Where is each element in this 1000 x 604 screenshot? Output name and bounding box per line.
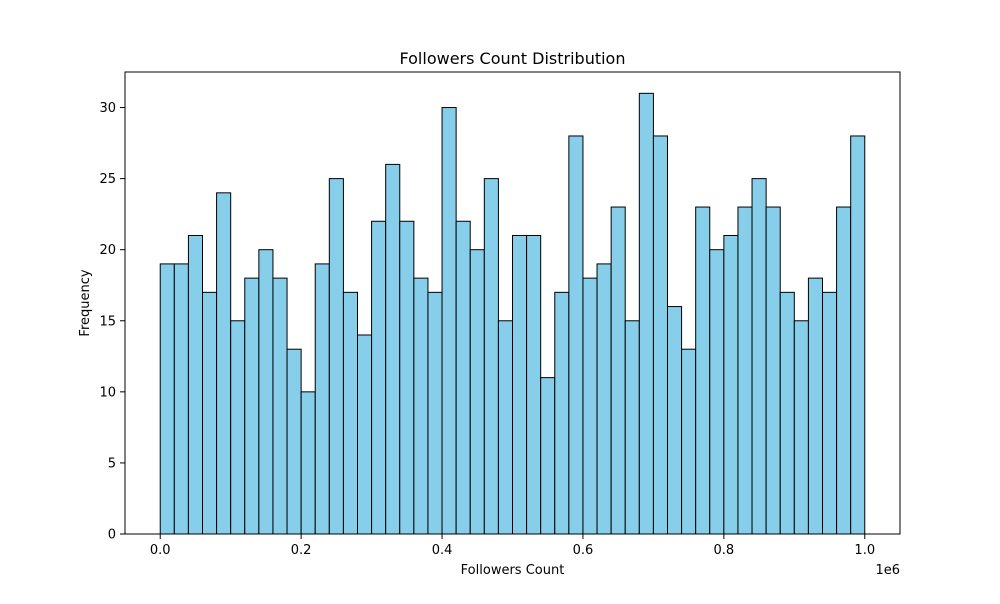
histogram-bar: [822, 291, 838, 535]
x-tick-label: 0.8: [714, 543, 735, 558]
histogram-bar: [526, 234, 542, 535]
histogram-bar: [427, 291, 443, 535]
histogram-bar: [836, 206, 852, 535]
histogram-bar: [314, 263, 330, 535]
histogram-bar: [751, 178, 767, 535]
x-tick-label: 0.2: [291, 543, 312, 558]
x-tick-label: 0.0: [150, 543, 171, 558]
histogram-bar: [512, 234, 528, 535]
y-tick-label: 25: [99, 172, 116, 187]
histogram-bar: [850, 135, 866, 535]
histogram-bar: [413, 277, 429, 535]
histogram-bar: [286, 348, 302, 535]
histogram-bar: [793, 320, 809, 535]
histogram-bar: [807, 277, 824, 535]
y-axis-label: Frequency: [78, 269, 93, 336]
y-tick-label: 10: [99, 385, 116, 400]
histogram-bar: [540, 377, 556, 535]
histogram-bar: [272, 277, 288, 535]
histogram-bar: [455, 220, 471, 535]
histogram-bar: [216, 192, 232, 535]
y-tick-label: 15: [99, 314, 116, 329]
y-tick-label: 0: [108, 528, 116, 543]
histogram-bar: [695, 206, 711, 535]
histogram-bar: [173, 263, 189, 535]
histogram-bar: [230, 320, 246, 535]
histogram-bar: [342, 291, 358, 535]
histogram-bar: [596, 263, 612, 535]
histogram-bar: [399, 220, 415, 535]
histogram-bar: [483, 178, 499, 535]
x-tick-label: 0.4: [432, 543, 453, 558]
histogram-bar: [469, 249, 485, 535]
histogram-bar: [371, 220, 387, 535]
x-axis: 0.0 0.2 0.4 0.6 0.8 1.0: [150, 534, 875, 558]
histogram-bar: [652, 135, 669, 535]
histogram-bar: [723, 234, 739, 535]
histogram-bar: [159, 263, 175, 535]
x-tick-label: 0.6: [573, 543, 594, 558]
histogram-bar: [737, 206, 753, 535]
histogram-bar: [765, 206, 781, 535]
histogram-bar: [441, 107, 457, 535]
histogram-bar: [638, 92, 654, 535]
histogram-bar: [681, 348, 697, 535]
histogram-bar: [328, 178, 344, 535]
chart-title: Followers Count Distribution: [400, 49, 626, 68]
histogram-bar: [497, 320, 513, 535]
histogram-bar: [357, 334, 373, 535]
histogram-bar: [779, 291, 795, 535]
x-tick-label: 1.0: [854, 543, 875, 558]
histogram-bar: [610, 206, 626, 535]
histogram-bar: [187, 234, 203, 535]
y-axis: 0 5 10 15 20 25 30: [99, 101, 125, 543]
histogram-bar: [582, 277, 598, 535]
histogram-bar: [624, 320, 640, 535]
histogram-bar: [709, 249, 725, 535]
bars-layer: [159, 92, 866, 535]
histogram-bar: [667, 306, 683, 535]
histogram-bar: [202, 291, 218, 535]
plot-frame: [124, 71, 901, 535]
y-tick-label: 5: [108, 456, 116, 471]
x-axis-label: Followers Count: [461, 563, 565, 578]
histogram-bar: [300, 391, 316, 535]
y-tick-label: 30: [99, 101, 116, 116]
histogram-bar: [244, 277, 260, 535]
histogram-bar: [554, 291, 570, 535]
histogram-bar: [568, 135, 584, 535]
histogram-bar: [385, 163, 401, 535]
histogram-bar: [258, 249, 274, 535]
y-tick-label: 20: [99, 243, 116, 258]
x-offset-label: 1e6: [875, 563, 900, 578]
